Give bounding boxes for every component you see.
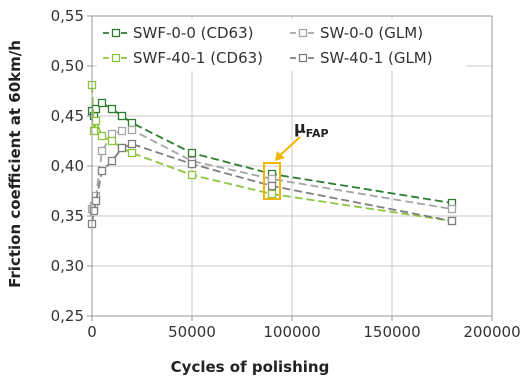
data-point-0-5 xyxy=(117,111,127,121)
data-point-2-6 xyxy=(127,148,137,158)
y-tick-label-4: 0,45 xyxy=(51,107,84,125)
annotation: μFAP xyxy=(263,118,329,200)
legend-item-2: SWF-40-1 (CD63) xyxy=(103,49,263,67)
x-tick-label-3: 150000 xyxy=(363,323,420,341)
data-point-3-4 xyxy=(107,156,117,166)
legend-label-3: SW-40-1 (GLM) xyxy=(320,49,433,67)
data-point-2-8 xyxy=(267,189,277,199)
legend-marker-1 xyxy=(298,28,308,38)
legend-label-1: SW-0-0 (GLM) xyxy=(320,24,423,42)
data-point-3-1 xyxy=(89,206,99,216)
legend-item-0: SWF-0-0 (CD63) xyxy=(103,24,253,42)
series-line-2 xyxy=(91,84,453,222)
x-tick-label-0: 0 xyxy=(87,323,97,341)
legend-label-0: SWF-0-0 (CD63) xyxy=(133,24,253,42)
data-point-2-1 xyxy=(89,126,99,136)
legend-marker-0 xyxy=(111,28,121,38)
data-point-2-3 xyxy=(97,131,107,141)
data-point-1-6 xyxy=(127,125,137,135)
fap-label: μFAP xyxy=(294,118,329,140)
legend-marker-3 xyxy=(298,53,308,63)
data-point-1-4 xyxy=(107,129,117,139)
legend: SWF-0-0 (CD63) SW-0-0 (GLM) SWF-40-1 (CD63… xyxy=(97,19,467,71)
data-point-3-2 xyxy=(91,196,101,206)
series-line-1 xyxy=(91,129,453,210)
data-point-2-7 xyxy=(187,170,197,180)
legend-label-2: SWF-40-1 (CD63) xyxy=(133,49,263,67)
legend-item-3: SW-40-1 (GLM) xyxy=(290,49,433,67)
fap-arrow-head xyxy=(275,151,285,161)
data-point-3-5 xyxy=(117,143,127,153)
y-tick-label-2: 0,35 xyxy=(51,207,84,225)
data-point-0-6 xyxy=(127,118,137,128)
series-3 xyxy=(87,139,457,229)
x-axis-title: Cycles of polishing xyxy=(171,358,330,376)
data-point-3-8 xyxy=(267,181,277,191)
x-tick-label-4: 200000 xyxy=(463,323,520,341)
data-point-1-3 xyxy=(97,146,107,156)
tick-labels: 0 50000 100000 150000 200000 0,25 0,30 0,35 0,40… xyxy=(51,7,521,341)
y-tick-label-3: 0,40 xyxy=(51,157,84,175)
data-point-3-6 xyxy=(127,139,137,149)
data-point-3-9 xyxy=(447,216,457,226)
data-point-3-3 xyxy=(97,166,107,176)
data-point-1-8 xyxy=(267,174,277,184)
series-2 xyxy=(87,80,457,226)
data-point-2-4 xyxy=(107,136,117,146)
legend-item-1: SW-0-0 (GLM) xyxy=(290,24,423,42)
series-line-3 xyxy=(91,143,453,225)
y-tick-label-5: 0,50 xyxy=(51,57,84,75)
x-tick-label-1: 50000 xyxy=(168,323,216,341)
legend-marker-2 xyxy=(111,53,121,63)
x-tick-label-2: 100000 xyxy=(263,323,320,341)
data-point-0-7 xyxy=(187,148,197,158)
y-tick-label-6: 0,55 xyxy=(51,7,84,25)
axes xyxy=(87,15,493,321)
data-point-2-2 xyxy=(91,116,101,126)
legend-background xyxy=(97,19,467,71)
y-axis-title: Friction coefficient at 60km/h xyxy=(6,40,24,288)
data-point-1-9 xyxy=(447,204,457,214)
fap-label-subscript: FAP xyxy=(306,127,329,140)
series-line-0 xyxy=(91,101,453,204)
y-tick-label-0: 0,25 xyxy=(51,307,84,325)
data-point-0-3 xyxy=(97,98,107,108)
data-point-1-5 xyxy=(117,126,127,136)
y-tick-label-1: 0,30 xyxy=(51,257,84,275)
data-point-0-4 xyxy=(107,104,117,114)
fap-box xyxy=(263,162,281,200)
series-group xyxy=(87,80,457,229)
data-point-3-7 xyxy=(187,159,197,169)
